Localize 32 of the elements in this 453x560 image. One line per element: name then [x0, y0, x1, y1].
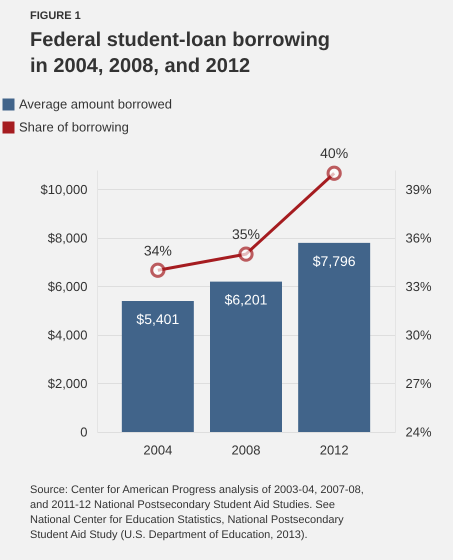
data-label: $5,401: [136, 310, 180, 327]
data-label: $6,201: [224, 292, 268, 308]
x-tick-label: 2012: [320, 442, 349, 458]
y-tick-label: $6,000: [48, 278, 88, 294]
bar: [122, 300, 194, 432]
data-label: 34%: [144, 242, 172, 258]
legend-label: Average amount borrowed: [19, 96, 172, 112]
y2-tick-label: 24%: [406, 424, 432, 440]
point: [238, 246, 254, 262]
data-label: 35%: [232, 226, 260, 242]
y-tick-label: $8,000: [48, 230, 88, 246]
data-label: 40%: [320, 145, 348, 162]
y2-tick-label: 30%: [406, 327, 432, 342]
legend-label: Share of borrowing: [19, 120, 129, 134]
caption: FIGURE 1: [30, 10, 81, 22]
y-tick-label: 0: [80, 424, 88, 440]
bar: [298, 242, 370, 432]
y2-tick-label: 27%: [406, 376, 432, 391]
y-tick-label: $2,000: [48, 376, 88, 391]
y2-tick-label: 39%: [406, 182, 432, 197]
y-tick-label: $4,000: [48, 327, 88, 342]
bar: [210, 282, 282, 432]
point: [326, 166, 342, 181]
y2-tick-label: 33%: [406, 278, 432, 294]
x-tick-label: 2004: [143, 442, 172, 458]
y-tick-label: $10,000: [40, 182, 88, 197]
y2-tick-label: 36%: [406, 230, 432, 246]
x-tick-label: 2008: [232, 442, 260, 458]
chart-title: Federal student-loan borrowing in 2004, 2008, and 2012: [30, 29, 330, 77]
point: [150, 262, 166, 278]
data-label: $7,796: [312, 252, 356, 269]
source-note: Source: Center for American Progress analysis of 2003-04, 2007-08, and 2011-12 National Postsecondary Student Aid Studies. See National Center for Education Statistics, National Postsecondary Student Aid Study (U.S. Department of Education, 2013).: [30, 484, 364, 541]
